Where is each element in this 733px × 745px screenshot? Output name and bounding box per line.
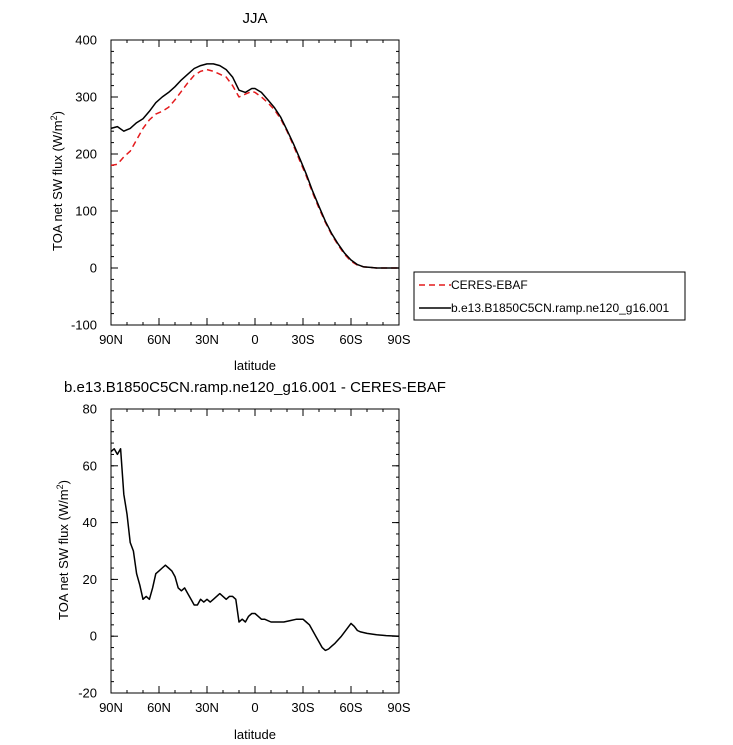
top-x-tick-label: 90N — [99, 332, 123, 347]
top-plot-frame — [110, 39, 400, 326]
bottom-x-tick-label: 30N — [195, 700, 219, 715]
top-x-tick-label: 30S — [291, 332, 314, 347]
bottom-x-tick-label: 90N — [99, 700, 123, 715]
top-x-tick-label: 90S — [387, 332, 410, 347]
top-y-tick-label: 300 — [75, 90, 97, 105]
top-y-tick-label: 400 — [75, 33, 97, 48]
top-x-tick-label: 0 — [251, 332, 258, 347]
top-chart-title: JJA — [242, 10, 267, 27]
bottom-y-tick-label: -20 — [78, 686, 97, 701]
top-chart-panel: JJA 90N 60N 30N 0 30S 60S 90S -100 0 100 200 300 400… — [49, 10, 411, 373]
top-y-tick-label: 100 — [75, 204, 97, 219]
bottom-chart-panel: b.e13.B1850C5CN.ramp.ne120_g16.001 - CER… — [55, 379, 446, 742]
top-chart-y-axis-label: TOA net SW flux (W/m2) — [49, 111, 65, 251]
bottom-y-tick-label: 0 — [90, 629, 97, 644]
top-x-tick-label: 60S — [339, 332, 362, 347]
top-y-tick-label: -100 — [71, 318, 97, 333]
bottom-series-line-difference — [110, 448, 400, 652]
bottom-y-tick-label: 60 — [83, 458, 97, 473]
bottom-chart-y-axis-label-close: ) — [56, 480, 71, 484]
bottom-y-tick-label: 20 — [83, 572, 97, 587]
bottom-chart-title: b.e13.B1850C5CN.ramp.ne120_g16.001 - CER… — [64, 379, 446, 396]
top-series-line-ceres-ebaf — [110, 68, 399, 269]
bottom-y-tick-label: 80 — [83, 402, 97, 417]
bottom-x-tick-label: 0 — [251, 700, 258, 715]
bottom-chart-y-axis-label: TOA net SW flux (W/m2) — [55, 480, 71, 620]
top-series-line-b-e13-b1850c5cn-ramp-ne120-g16-001 — [110, 63, 399, 269]
top-chart-legend: CERES-EBAF b.e13.B1850C5CN.ramp.ne120_g1… — [413, 271, 686, 321]
top-chart-y-axis-label-text: TOA net SW flux (W/m — [50, 120, 65, 251]
top-chart-y-axis-label-close: ) — [50, 111, 65, 115]
legend-entry-model: b.e13.B1850C5CN.ramp.ne120_g16.001 — [451, 301, 669, 315]
bottom-x-tick-label: 90S — [387, 700, 410, 715]
bottom-x-tick-label: 30S — [291, 700, 314, 715]
bottom-x-tick-label: 60S — [339, 700, 362, 715]
bottom-x-tick-label: 60N — [147, 700, 171, 715]
bottom-chart-x-axis-label: latitude — [234, 727, 276, 742]
top-y-tick-label: 200 — [75, 147, 97, 162]
top-x-tick-label: 60N — [147, 332, 171, 347]
top-chart-y-axis-label-superscript: 2 — [49, 115, 59, 120]
bottom-chart-y-axis-label-superscript: 2 — [55, 484, 65, 489]
bottom-y-tick-label: 40 — [83, 515, 97, 530]
legend-entry-ceres-ebaf: CERES-EBAF — [451, 278, 528, 292]
top-y-tick-label: 0 — [90, 261, 97, 276]
bottom-plot-frame — [110, 408, 400, 694]
top-x-tick-label: 30N — [195, 332, 219, 347]
legend-box — [413, 271, 686, 321]
top-chart-plot-area: 90N 60N 30N 0 30S 60S 90S -100 0 100 200 300 400 — [71, 33, 411, 348]
bottom-chart-y-axis-label-text: TOA net SW flux (W/m — [56, 489, 71, 620]
bottom-chart-plot-area: 90N 60N 30N 0 30S 60S 90S -20 0 20 40 60 80 — [78, 402, 411, 716]
top-chart-x-axis-label: latitude — [234, 358, 276, 373]
